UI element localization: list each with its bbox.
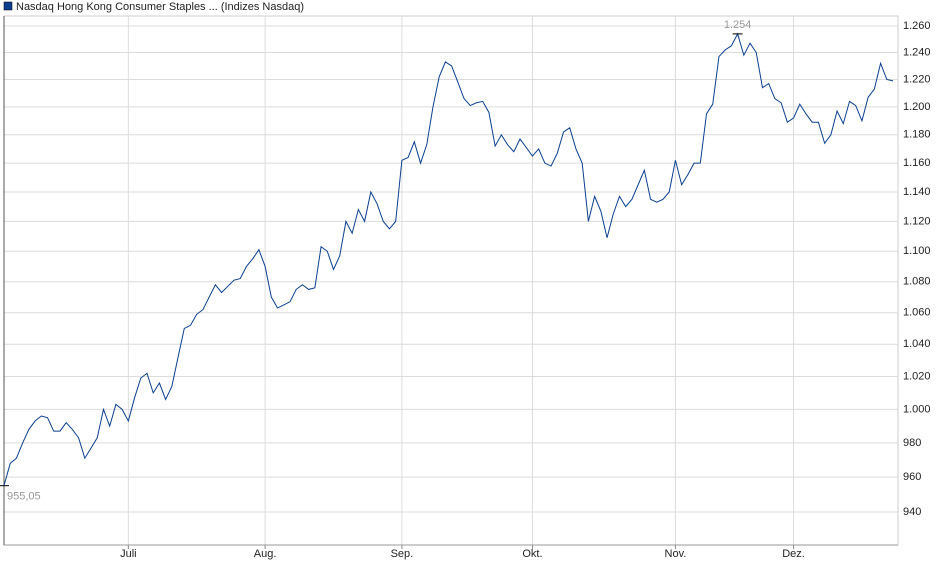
y-tick-label: 1.120 — [903, 215, 931, 227]
legend-label: Nasdaq Hong Kong Consumer Staples ... (I… — [16, 1, 304, 13]
legend-swatch — [3, 1, 13, 11]
y-tick-label: 1.000 — [903, 403, 931, 415]
y-tick-label: 1.040 — [903, 338, 931, 350]
y-tick-label: 1.240 — [903, 46, 931, 58]
series-line — [3, 32, 894, 486]
y-tick-label: 1.200 — [903, 101, 931, 113]
y-tick-label: 1.220 — [903, 73, 931, 85]
x-tick-label: Dez. — [782, 548, 805, 560]
x-tick-label: Juli — [120, 548, 137, 560]
y-tick-label: 1.180 — [903, 129, 931, 141]
annotation-label: 955,05 — [7, 491, 41, 503]
x-tick-label: Nov. — [665, 548, 687, 560]
y-tick-label: 1.100 — [903, 245, 931, 257]
x-tick-label: Okt. — [522, 548, 542, 560]
plot-area — [3, 15, 899, 546]
y-tick-label: 1.260 — [903, 20, 931, 32]
y-tick-label: 1.020 — [903, 370, 931, 382]
x-tick-label: Aug. — [254, 548, 277, 560]
x-tick-label: Sep. — [391, 548, 414, 560]
y-tick-label: 1.140 — [903, 186, 931, 198]
y-tick-label: 1.060 — [903, 307, 931, 319]
y-tick-label: 980 — [903, 437, 921, 449]
y-tick-label: 1.160 — [903, 157, 931, 169]
y-tick-label: 940 — [903, 506, 921, 518]
annotation-label: 1.254 — [724, 19, 752, 31]
y-tick-label: 960 — [903, 471, 921, 483]
y-tick-label: 1.080 — [903, 276, 931, 288]
